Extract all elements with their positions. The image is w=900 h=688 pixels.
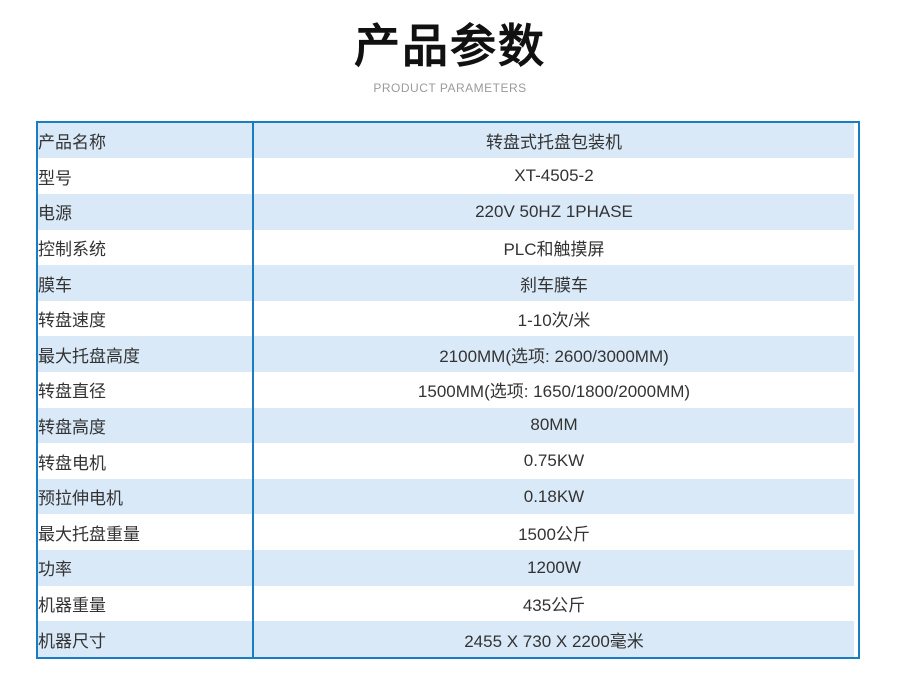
param-label: 电源: [38, 194, 254, 230]
parameters-table: 产品名称 转盘式托盘包装机 型号 XT-4505-2 电源 220V 50HZ 1PHAS…: [38, 122, 858, 657]
param-value: 2100MM(选项: 2600/3000MM): [253, 336, 858, 373]
table-row: 转盘直径 1500MM(选项: 1650/1800/2000MM): [38, 372, 858, 408]
param-value: 2455 X 730 X 2200毫米: [253, 621, 858, 657]
param-value: 220V 50HZ 1PHASE: [253, 194, 858, 230]
page-subtitle: PRODUCT PARAMETERS: [373, 80, 527, 95]
param-label: 最大托盘高度: [38, 336, 254, 373]
param-label: 转盘直径: [38, 372, 254, 408]
param-value: 435公斤: [253, 585, 858, 622]
table-row: 最大托盘高度 2100MM(选项: 2600/3000MM): [38, 336, 858, 373]
parameters-table-container: 产品名称 转盘式托盘包装机 型号 XT-4505-2 电源 220V 50HZ 1PHAS…: [36, 120, 860, 659]
table-row: 机器重量 435公斤: [38, 585, 858, 622]
table-row: 控制系统 PLC和触摸屏: [38, 229, 858, 266]
table-row: 转盘高度 80MM: [38, 407, 858, 444]
param-value: 刹车膜车: [253, 265, 858, 301]
param-value: 转盘式托盘包装机: [253, 122, 858, 159]
table-row: 电源 220V 50HZ 1PHASE: [38, 194, 858, 230]
param-value: 1500公斤: [253, 514, 858, 551]
param-label: 型号: [38, 158, 254, 195]
param-value: 0.18KW: [253, 478, 858, 515]
param-value: 80MM: [253, 407, 858, 444]
table-row: 机器尺寸 2455 X 730 X 2200毫米: [38, 621, 858, 657]
param-label: 产品名称: [38, 122, 254, 159]
table-row: 型号 XT-4505-2: [38, 158, 858, 195]
param-label: 机器重量: [38, 585, 254, 622]
table-row: 膜车 刹车膜车: [38, 265, 858, 301]
parameters-table-body: 产品名称 转盘式托盘包装机 型号 XT-4505-2 电源 220V 50HZ 1PHAS…: [38, 122, 858, 657]
table-row: 产品名称 转盘式托盘包装机: [38, 122, 858, 159]
table-row: 转盘电机 0.75KW: [38, 443, 858, 479]
param-label: 控制系统: [38, 229, 254, 266]
param-label: 转盘电机: [38, 443, 254, 479]
param-value: 1-10次/米: [253, 300, 858, 337]
param-label: 机器尺寸: [38, 621, 254, 657]
param-label: 转盘高度: [38, 407, 254, 444]
page-title: 产品参数: [354, 20, 546, 72]
page-header: 产品参数 PRODUCT PARAMETERS: [0, 0, 900, 95]
param-value: 0.75KW: [253, 443, 858, 479]
param-value: 1500MM(选项: 1650/1800/2000MM): [253, 372, 858, 408]
param-value: XT-4505-2: [253, 158, 858, 195]
param-label: 预拉伸电机: [38, 478, 254, 515]
param-label: 最大托盘重量: [38, 514, 254, 551]
param-value: PLC和触摸屏: [253, 229, 858, 266]
table-row: 功率 1200W: [38, 550, 858, 586]
table-row: 最大托盘重量 1500公斤: [38, 514, 858, 551]
table-row: 预拉伸电机 0.18KW: [38, 478, 858, 515]
param-label: 功率: [38, 550, 254, 586]
param-label: 转盘速度: [38, 300, 254, 337]
table-row: 转盘速度 1-10次/米: [38, 300, 858, 337]
param-label: 膜车: [38, 265, 254, 301]
param-value: 1200W: [253, 550, 858, 586]
